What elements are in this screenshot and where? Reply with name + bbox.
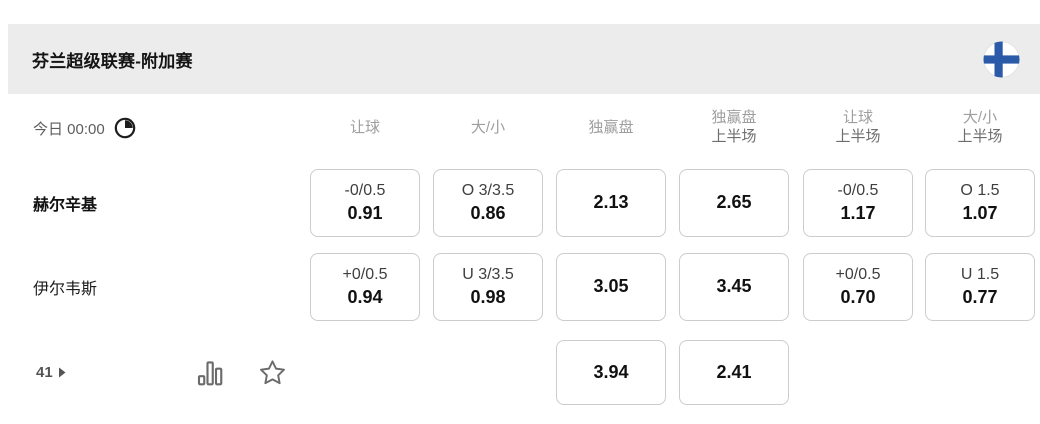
home-team-name: 赫尔辛基 — [33, 197, 98, 214]
star-icon — [258, 358, 287, 387]
bar-chart-icon — [195, 358, 225, 388]
column-header-over-under: 大/小 — [470, 118, 506, 136]
odds-button-home-over-under[interactable]: O 3/3.5 0.86 — [433, 169, 543, 237]
match-time: 今日 00:00 — [33, 103, 136, 153]
away-team-name: 伊尔韦斯 — [33, 281, 98, 298]
triangle-right-icon — [58, 367, 66, 378]
odds-button-away-moneyline-first-half[interactable]: 3.45 — [679, 253, 789, 321]
odds-button-home-over-under-first-half[interactable]: O 1.5 1.07 — [925, 169, 1035, 237]
column-header-handicap: 让球 — [349, 118, 380, 136]
column-header-over-under-first-half: 大/小 上半场 — [957, 109, 1003, 145]
odds-button-home-handicap-first-half[interactable]: -0/0.5 1.17 — [803, 169, 913, 237]
odds-button-draw-moneyline-first-half[interactable]: 2.41 — [679, 340, 789, 405]
odds-button-home-moneyline[interactable]: 2.13 — [556, 169, 666, 237]
match-time-label: 今日 00:00 — [33, 120, 105, 138]
column-header-moneyline: 独赢盘 — [588, 118, 634, 136]
odds-button-away-over-under-first-half[interactable]: U 1.5 0.77 — [925, 253, 1035, 321]
statistics-button[interactable] — [194, 340, 226, 405]
column-header-moneyline-first-half: 独赢盘 上半场 — [711, 109, 757, 145]
column-header-handicap-first-half: 让球 上半场 — [835, 109, 881, 145]
favorite-button[interactable] — [256, 340, 288, 405]
odds-button-home-handicap[interactable]: -0/0.5 0.91 — [310, 169, 420, 237]
finland-flag-icon — [983, 40, 1020, 78]
odds-button-away-handicap-first-half[interactable]: +0/0.5 0.70 — [803, 253, 913, 321]
odds-button-away-moneyline[interactable]: 3.05 — [556, 253, 666, 321]
odds-button-away-over-under[interactable]: U 3/3.5 0.98 — [433, 253, 543, 321]
odds-button-draw-moneyline[interactable]: 3.94 — [556, 340, 666, 405]
odds-button-away-handicap[interactable]: +0/0.5 0.94 — [310, 253, 420, 321]
league-title: 芬兰超级联赛-附加赛 — [32, 51, 193, 71]
more-markets-link[interactable]: 41 — [36, 340, 66, 405]
quarter-clock-icon — [114, 117, 136, 139]
market-header-row: 今日 00:00 让球 大/小 独赢盘 独赢盘 上半场 让球 上半 — [0, 103, 1040, 153]
league-header[interactable]: 芬兰超级联赛-附加赛 — [8, 24, 1040, 94]
odds-button-home-moneyline-first-half[interactable]: 2.65 — [679, 169, 789, 237]
more-markets-count: 41 — [36, 364, 53, 381]
